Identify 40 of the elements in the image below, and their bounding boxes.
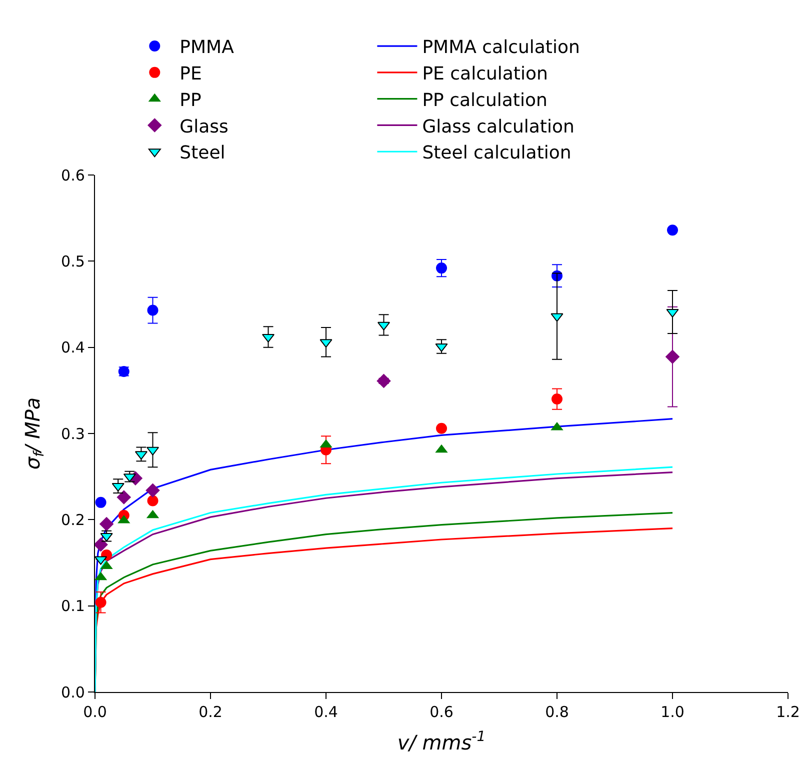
point [116, 490, 132, 504]
y-tick-label: 0.6 [61, 166, 85, 184]
legend-label: PMMA calculation [422, 37, 580, 58]
x-tick-label: 0.8 [545, 703, 569, 722]
legend-label: Glass [180, 116, 228, 138]
point [552, 394, 562, 405]
x-tick-label: 1.0 [660, 703, 684, 722]
point [436, 422, 447, 434]
legend-label: Steel calculation [422, 142, 572, 164]
legend-label: Glass calculation [422, 116, 574, 138]
point [95, 572, 108, 580]
y-tick-label: 0.4 [61, 338, 85, 357]
point [147, 304, 158, 316]
y-tick-label: 0.1 [61, 597, 85, 616]
legend-label: PP calculation [422, 90, 548, 111]
y-tick-label: 0.5 [61, 252, 85, 270]
point [95, 556, 108, 565]
y-tick-label: 0.0 [61, 683, 85, 702]
x-tick-label: 0.2 [198, 703, 222, 722]
y-tick-label: 0.3 [61, 424, 85, 443]
x-axis-title: v/ mms$^{-1}$ [397, 729, 486, 755]
point [99, 516, 114, 532]
point [667, 224, 678, 236]
point [95, 596, 106, 608]
point [147, 495, 158, 506]
point [146, 483, 160, 498]
point [436, 262, 447, 274]
point [665, 350, 680, 364]
point [376, 374, 391, 388]
x-tick-label: 0.6 [430, 703, 454, 722]
legend-label: Steel [180, 142, 226, 164]
x-tick-label: 0.4 [314, 703, 338, 722]
point [95, 496, 106, 508]
legend-label: PMMA [180, 37, 235, 58]
x-tick-label: 1.2 [776, 703, 800, 722]
legend-label: PP [180, 90, 202, 111]
y-tick-label: 0.2 [61, 510, 85, 529]
x-tick-label: 0.0 [83, 703, 107, 722]
legend-label: PE calculation [422, 63, 548, 84]
legend-label: PE [180, 63, 202, 84]
